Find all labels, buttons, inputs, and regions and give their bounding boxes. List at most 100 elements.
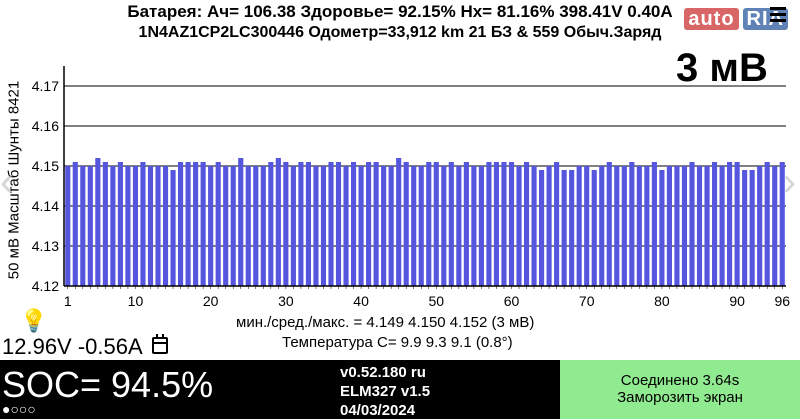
bar bbox=[666, 166, 672, 286]
page-dots: ●○○○ bbox=[2, 401, 36, 417]
bar bbox=[223, 166, 229, 286]
bar bbox=[764, 162, 770, 286]
bar bbox=[531, 166, 537, 286]
bar bbox=[155, 166, 161, 286]
bar bbox=[381, 166, 387, 286]
bar bbox=[72, 162, 78, 286]
bar bbox=[674, 166, 680, 286]
bar bbox=[644, 166, 650, 286]
bar bbox=[591, 170, 597, 286]
bar bbox=[373, 162, 379, 286]
bar bbox=[621, 166, 627, 286]
bar bbox=[523, 162, 530, 286]
x-tick-label: 90 bbox=[729, 293, 745, 309]
bar bbox=[328, 162, 334, 286]
bar bbox=[749, 170, 755, 286]
bar bbox=[779, 162, 785, 286]
bar bbox=[576, 166, 582, 286]
bar bbox=[734, 162, 740, 286]
bar bbox=[629, 162, 635, 286]
soc-value: SOC= 94.5% bbox=[2, 364, 214, 405]
next-arrow-icon[interactable]: › bbox=[782, 160, 796, 204]
bar bbox=[253, 166, 259, 286]
bar bbox=[403, 162, 409, 286]
temperature: Температура C= 9.9 9.3 9.1 (0.8°) bbox=[282, 334, 513, 351]
bar bbox=[501, 162, 507, 286]
bar bbox=[193, 162, 199, 286]
bar bbox=[343, 166, 349, 286]
bar bbox=[516, 166, 522, 286]
bar bbox=[200, 162, 206, 286]
calendar-icon[interactable] bbox=[152, 334, 168, 354]
bar bbox=[283, 162, 289, 286]
bar bbox=[433, 162, 439, 286]
prev-arrow-icon[interactable]: ‹ bbox=[0, 160, 14, 204]
bar bbox=[418, 166, 424, 286]
bar bbox=[614, 166, 620, 286]
menu-icon[interactable] bbox=[770, 4, 786, 25]
bar bbox=[275, 158, 281, 286]
bar bbox=[238, 158, 244, 286]
bar bbox=[704, 166, 710, 286]
bar bbox=[486, 162, 492, 286]
bar bbox=[456, 166, 462, 286]
bar bbox=[290, 166, 296, 286]
y-tick-label: 4.14 bbox=[32, 198, 59, 214]
y-tick-label: 4.16 bbox=[32, 118, 59, 134]
bar bbox=[727, 162, 733, 286]
connection-status: Соединено 3.64s bbox=[620, 372, 740, 389]
bar bbox=[170, 170, 176, 286]
bar bbox=[539, 170, 545, 286]
aux-voltage-current: 12.96V -0.56A bbox=[2, 334, 143, 359]
bar bbox=[208, 166, 214, 286]
bar bbox=[388, 166, 394, 286]
y-tick-label: 4.13 bbox=[32, 238, 59, 254]
x-tick-label: 1 bbox=[64, 293, 72, 309]
bar bbox=[350, 162, 357, 286]
bar bbox=[411, 166, 417, 286]
bar bbox=[298, 162, 304, 286]
connection-panel[interactable]: Соединено 3.64s Заморозить экран bbox=[560, 360, 800, 419]
watermark-auto: auto bbox=[684, 8, 739, 30]
bar bbox=[358, 166, 364, 286]
lightbulb-icon[interactable]: 💡 bbox=[20, 308, 48, 333]
bar bbox=[599, 166, 605, 286]
x-tick-label: 40 bbox=[353, 293, 369, 309]
x-tick-label: 10 bbox=[128, 293, 144, 309]
bar bbox=[268, 162, 274, 286]
bar bbox=[584, 166, 590, 286]
bar bbox=[185, 162, 191, 286]
bar bbox=[448, 162, 454, 286]
bar bbox=[80, 166, 86, 286]
bar bbox=[742, 170, 748, 286]
x-tick-label: 96 bbox=[774, 293, 790, 309]
bar bbox=[681, 166, 688, 286]
bar bbox=[478, 166, 484, 286]
bar bbox=[651, 162, 657, 286]
bar bbox=[396, 158, 402, 286]
bar bbox=[87, 166, 93, 286]
bar bbox=[561, 170, 567, 286]
bar bbox=[569, 170, 575, 286]
bar bbox=[711, 162, 718, 286]
bar bbox=[117, 162, 123, 286]
bar bbox=[772, 166, 778, 286]
y-tick-label: 4.17 bbox=[32, 78, 59, 94]
freeze-screen-button[interactable]: Заморозить экран bbox=[617, 389, 743, 406]
bar bbox=[426, 162, 432, 286]
bar bbox=[132, 166, 139, 286]
bar bbox=[102, 162, 108, 286]
app-version: v0.52.180 ru bbox=[340, 364, 426, 381]
bar bbox=[110, 166, 116, 286]
bar bbox=[162, 166, 169, 286]
bar bbox=[313, 166, 319, 286]
bar bbox=[140, 162, 146, 286]
bar bbox=[335, 162, 342, 286]
x-tick-label: 20 bbox=[203, 293, 219, 309]
y-tick-label: 4.12 bbox=[32, 278, 59, 294]
bar bbox=[366, 162, 372, 286]
bar bbox=[65, 166, 71, 286]
bar bbox=[636, 166, 642, 286]
bar bbox=[689, 162, 695, 286]
current-date: 04/03/2024 bbox=[340, 402, 416, 419]
